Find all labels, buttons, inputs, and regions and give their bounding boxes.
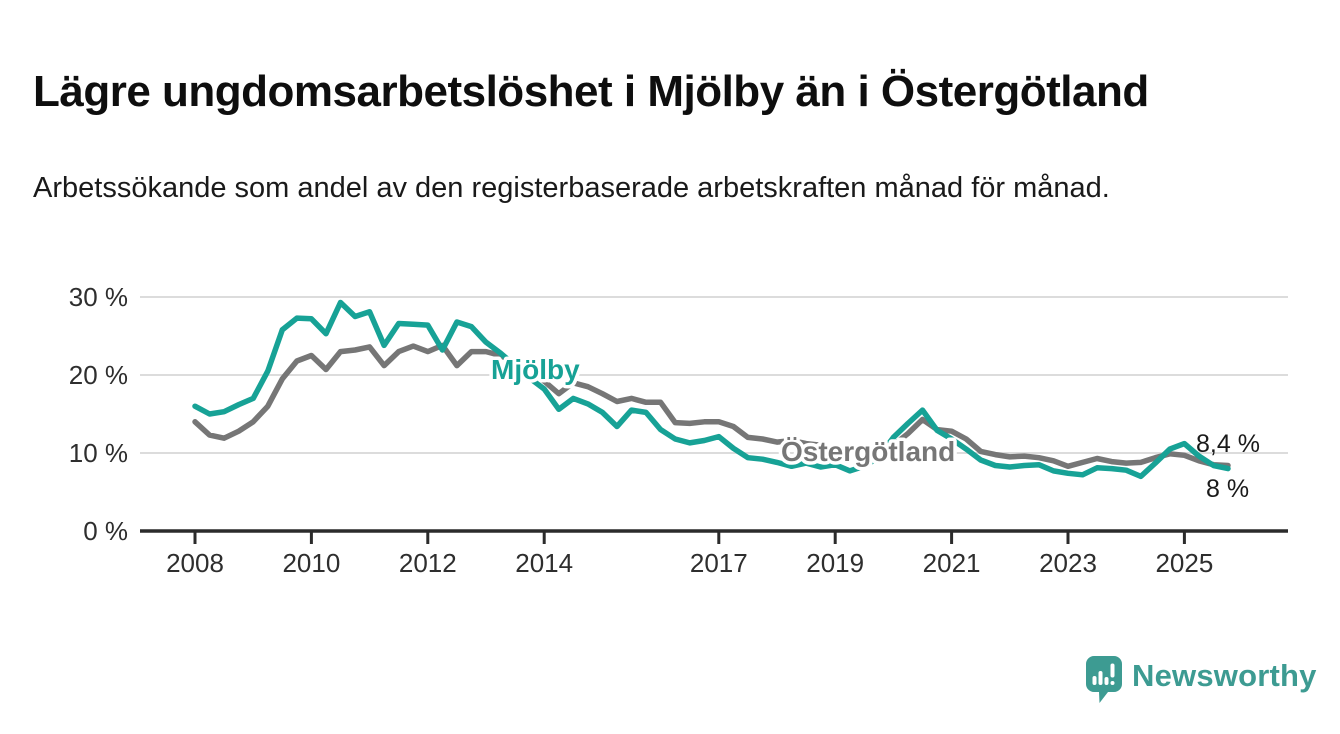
newsworthy-logo: Newsworthy (1086, 656, 1317, 704)
x-axis-tick-label: 2017 (690, 548, 748, 578)
x-axis-tick-label: 2019 (806, 548, 864, 578)
ostergotland-line (192, 342, 1231, 470)
mjolby-line (192, 299, 1231, 480)
newsworthy-logo-icon (1086, 656, 1122, 703)
ostergotland-end-value-label: 8,4 % (1196, 430, 1260, 458)
x-axis-tick-label: 2012 (399, 548, 457, 578)
page-title: Lägre ungdomsarbetslöshet i Mjölby än i … (33, 67, 1149, 117)
x-axis-tick-label: 2023 (1039, 548, 1097, 578)
y-axis-tick-label: 20 % (69, 360, 128, 390)
logo-exclamation-bar (1110, 663, 1115, 678)
logo-exclamation-dot (1110, 681, 1115, 685)
x-axis-tick-label: 2021 (923, 548, 981, 578)
logo-bar-small (1092, 676, 1097, 685)
x-axis-tick-label: 2025 (1155, 548, 1213, 578)
y-axis-tick-label: 0 % (83, 516, 128, 546)
logo-bar-medium (1104, 677, 1109, 685)
brand-name: Newsworthy (1132, 658, 1317, 693)
chart-subtitle: Arbetssökande som andel av den registerb… (33, 172, 1110, 204)
ostergotland-series-label: Östergötland (781, 436, 955, 467)
x-axis-tick-label: 2014 (515, 548, 573, 578)
logo-bar-tall (1098, 671, 1103, 685)
y-axis-tick-label: 30 % (69, 282, 128, 312)
x-axis-tick-label: 2010 (282, 548, 340, 578)
mjolby-end-value-label: 8 % (1206, 475, 1249, 503)
mjolby-series-label: Mjölby (491, 354, 580, 385)
y-axis-tick-label: 10 % (69, 438, 128, 468)
x-axis-tick-label: 2008 (166, 548, 224, 578)
